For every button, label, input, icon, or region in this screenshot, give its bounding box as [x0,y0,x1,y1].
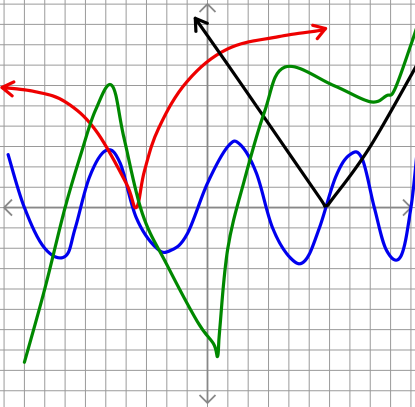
y-axis-arrow-down [198,394,217,405]
x-axis-arrow-left [2,198,13,217]
blue-curve [6,139,415,266]
red-curve [0,26,328,210]
curves [0,16,415,364]
black-curve-arrow-start [193,16,209,33]
red-curve-arrow-start [0,80,16,98]
y-axis-arrow-up [198,2,217,13]
green-curve [22,27,415,364]
red-curve-arrow-end [311,23,328,41]
black-curve [193,16,415,208]
